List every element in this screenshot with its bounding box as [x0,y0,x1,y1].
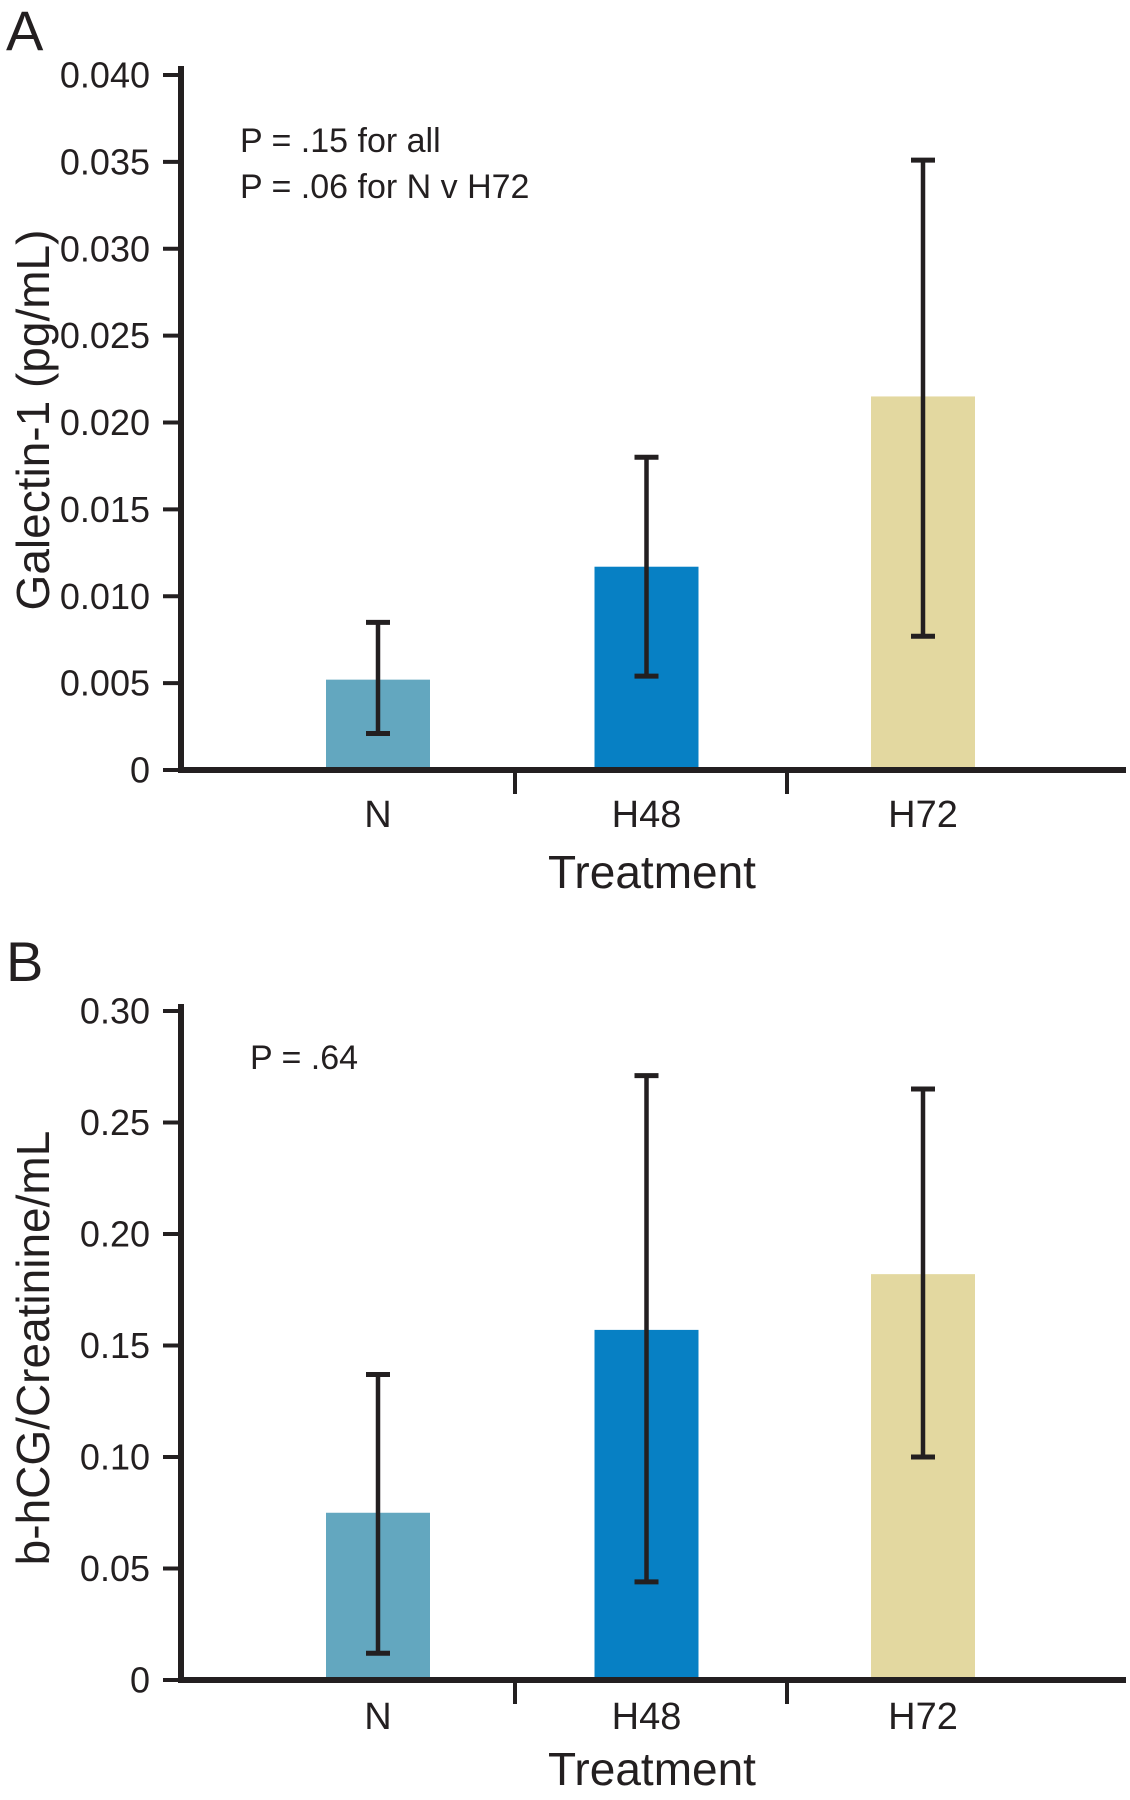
panel-b-y-tick-label: 0.05 [80,1548,150,1589]
panel-a-y-tick-label: 0.015 [60,489,150,530]
panel-a-category-label-n: N [364,794,391,836]
annotation-line: P = .06 for N v H72 [240,168,530,206]
panel-a-y-tick-label: 0.030 [60,228,150,269]
panel-b-y-tick-label: 0.30 [80,991,150,1032]
panel-a-y-tick-label: 0.035 [60,141,150,182]
panel-a-category-label-h48: H48 [612,794,682,836]
panel-b-letter: B [6,930,44,993]
panel-a-x-axis-title: Treatment [548,846,756,898]
panel-b-y-tick-label: 0.15 [80,1325,150,1366]
panel-b-category-label-h72: H72 [888,1696,958,1738]
panel-a-category-label-h72: H72 [888,794,958,836]
panel-a-y-axis-title: Galectin-1 (pg/mL) [7,229,59,611]
panel-b-y-tick-label: 0.10 [80,1437,150,1478]
panel-b-p-value-annotation: P = .64 [250,1035,358,1081]
annotation-line: P = .15 for all [240,122,441,160]
panel-a-letter: A [6,0,44,62]
panel-a-y-tick-label: 0.005 [60,663,150,704]
panel-b-y-tick-label: 0.20 [80,1214,150,1255]
panel-a-y-tick-label: 0.020 [60,402,150,443]
panel-a-p-value-annotation: P = .15 for all P = .06 for N v H72 [240,118,529,210]
annotation-line: P = .64 [250,1039,359,1077]
panel-a-y-tick-label: 0.040 [60,55,150,96]
panel-a-y-tick-label: 0.025 [60,315,150,356]
panel-b-y-tick-label: 0.25 [80,1102,150,1143]
panel-b-x-axis-title: Treatment [548,1743,756,1795]
panel-b-y-tick-label: 0 [130,1660,150,1701]
panel-b-category-label-h48: H48 [612,1696,682,1738]
panel-a-y-tick-label: 0.010 [60,576,150,617]
panel-b-category-label-n: N [364,1696,391,1738]
panel-b-y-axis-title: b-hCG/Creatinine/mL [7,1130,59,1566]
panel-a-y-tick-label: 0 [130,750,150,791]
